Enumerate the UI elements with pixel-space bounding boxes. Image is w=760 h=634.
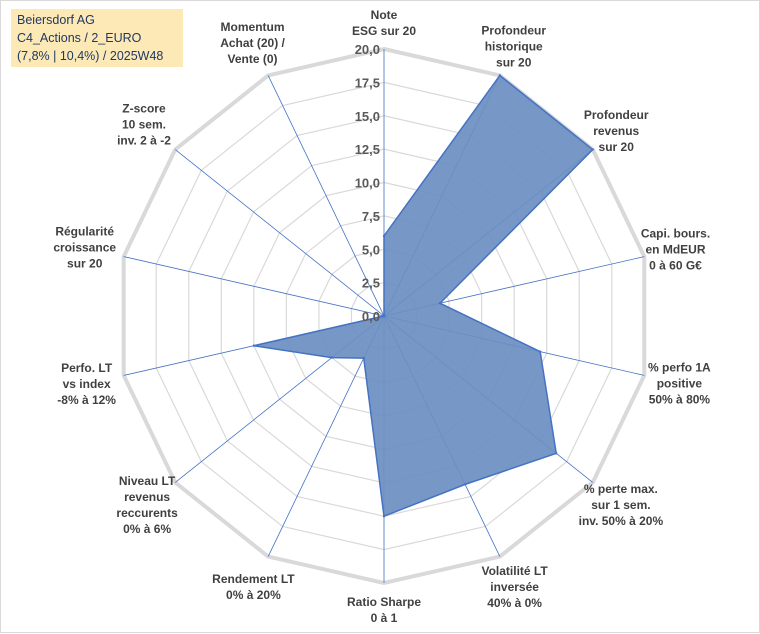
data-point-7 (382, 515, 386, 518)
data-point-8 (362, 356, 365, 360)
axis-label-5: % perte max. sur 1 sem. inv. 50% à 20% (579, 482, 664, 528)
axis-label-0: Note ESG sur 20 (352, 8, 416, 38)
radial-tick-label: 0,0 (362, 309, 380, 324)
title-category: C4_Actions / 2_EURO (17, 31, 142, 45)
axis-label-11: Régularité croissance sur 20 (53, 225, 116, 271)
spoke-13 (267, 75, 385, 317)
radial-tick-label: 20,0 (355, 42, 380, 57)
title-stats: (7,8% | 10,4%) / 2025W48 (17, 49, 164, 63)
title-company: Beiersdorf AG (17, 13, 95, 27)
radial-tick-label: 2,5 (362, 276, 380, 291)
axis-label-4: % perfo 1A positive 50% à 80% (648, 360, 711, 406)
axis-label-10: Perfo. LT vs index -8% à 12% (57, 361, 116, 407)
data-point-9 (330, 356, 334, 359)
radial-tick-label: 12,5 (355, 142, 380, 157)
data-point-13 (382, 314, 386, 318)
axis-label-8: Rendement LT 0% à 20% (212, 572, 295, 602)
radial-tick-label: 15,0 (355, 109, 380, 124)
axis-label-2: Profondeur revenus sur 20 (584, 108, 649, 154)
axis-label-6: Volatilité LT inversée 40% à 0% (481, 564, 548, 610)
radial-tick-label: 7,5 (362, 209, 380, 224)
spoke-12 (175, 149, 385, 317)
radial-tick-label: 17,5 (355, 75, 380, 90)
data-point-2 (591, 148, 594, 151)
data-series-area (253, 74, 594, 518)
axis-label-13: Momentum Achat (20) / Vente (0) (220, 20, 285, 66)
data-point-0 (382, 234, 386, 238)
data-point-10 (252, 344, 256, 347)
data-point-4 (538, 350, 542, 353)
spoke-11 (123, 256, 385, 317)
axis-label-9: Niveau LT revenus reccurents 0% à 6% (116, 474, 178, 536)
axis-label-3: Capi. bours. en MdEUR 0 à 60 G€ (641, 226, 710, 272)
data-point-3 (438, 302, 442, 305)
data-point-6 (463, 483, 467, 486)
radial-tick-label: 5,0 (362, 242, 380, 257)
chart-title-box: Beiersdorf AG C4_Actions / 2_EURO (7,8% … (11, 9, 183, 67)
axis-label-7: Ratio Sharpe 0 à 1 (347, 595, 421, 625)
data-point-1 (498, 74, 502, 77)
radial-tick-label: 10,0 (355, 176, 380, 191)
data-point-5 (555, 452, 558, 455)
axis-label-1: Profondeur historique sur 20 (481, 24, 546, 70)
axis-label-12: Z-score 10 sem. inv. 2 à -2 (117, 102, 171, 148)
